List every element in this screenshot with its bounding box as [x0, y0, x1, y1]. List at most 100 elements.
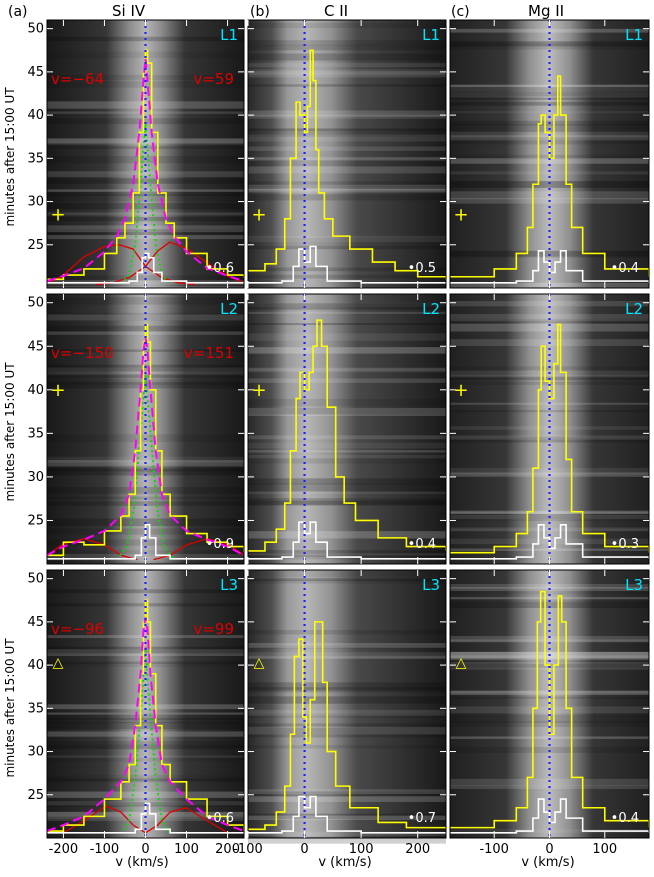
velocity-right: v=59	[193, 70, 234, 88]
texture-streak	[248, 498, 446, 505]
x-tick-label: -200	[49, 842, 79, 857]
texture-streak	[450, 584, 649, 589]
texture-streak	[248, 134, 446, 142]
texture-streak	[248, 44, 446, 51]
texture-streak	[47, 663, 244, 668]
texture-streak	[248, 815, 446, 820]
texture-streak	[450, 639, 649, 643]
x-tick-label: -100	[90, 842, 120, 857]
texture-streak	[47, 791, 244, 798]
triangle-marker: △	[53, 655, 64, 671]
velocity-left: v=−96	[51, 620, 104, 638]
texture-streak	[47, 81, 244, 88]
texture-streak	[450, 374, 649, 378]
texture-streak	[248, 40, 446, 46]
plus-marker: +	[50, 380, 65, 401]
texture-streak	[248, 267, 446, 272]
texture-streak	[47, 364, 244, 372]
texture-streak	[248, 553, 446, 556]
texture-streak	[47, 229, 244, 236]
texture-streak	[47, 74, 244, 80]
velocity-right: v=99	[193, 620, 234, 638]
texture-streak	[47, 712, 244, 715]
texture-streak	[248, 22, 446, 29]
texture-streak	[450, 28, 649, 33]
y-tick-label: 50	[27, 22, 44, 37]
texture-streak	[248, 550, 446, 557]
y-tick-label: 30	[27, 470, 44, 485]
line-profile	[450, 323, 650, 554]
texture-streak	[248, 407, 446, 416]
texture-streak	[450, 180, 649, 188]
y-tick-label: 25	[27, 513, 44, 528]
y-tick-label: 35	[27, 701, 44, 716]
texture-streak	[248, 166, 446, 174]
panel-frame	[247, 293, 447, 565]
y-tick-label: 35	[27, 151, 44, 166]
panel-c-l2: L2 •0.3 +	[449, 293, 650, 565]
texture-streak	[248, 235, 446, 243]
texture-streak	[248, 531, 446, 539]
texture-streak	[47, 178, 244, 184]
texture-streak	[47, 456, 244, 463]
texture-streak	[248, 378, 446, 383]
texture-streak	[248, 184, 446, 191]
texture-streak	[248, 146, 446, 151]
x-tick-label: 0	[141, 842, 149, 857]
x-tick-label: 200	[405, 842, 430, 857]
texture-streak	[450, 92, 649, 98]
texture-streak	[47, 171, 244, 178]
plus-marker: +	[251, 380, 266, 401]
texture-streak	[248, 723, 446, 727]
texture-streak	[248, 160, 446, 167]
x-tick-label: 0	[300, 842, 308, 857]
spectrogram-band	[248, 294, 446, 564]
panel-b-l1: L1 •0.5 +	[247, 19, 447, 289]
texture-streak	[248, 237, 446, 245]
panel-titles: (a) Si IV (b) C II (c) Mg II	[8, 2, 564, 20]
texture-streak	[248, 274, 446, 279]
reference-profile	[450, 524, 650, 560]
y-tick-label: 50	[27, 572, 44, 587]
panel-frame	[247, 569, 447, 839]
texture-streak	[450, 601, 649, 609]
panel-ion-b: C II	[324, 2, 348, 20]
texture-streak	[248, 789, 446, 795]
texture-streak	[450, 323, 649, 332]
scale-factor: •0.6	[206, 811, 234, 826]
x-tick-label: 0	[545, 842, 553, 857]
texture-streak	[47, 312, 244, 321]
line-profile	[248, 319, 447, 552]
texture-streak	[248, 734, 446, 738]
scale-factor: •0.5	[408, 261, 436, 276]
total-fit	[46, 617, 245, 833]
texture-streak	[248, 302, 446, 307]
texture-streak	[248, 194, 446, 201]
panel-b-l3: -100 0 100 200 L3 •0.7 △	[233, 569, 447, 857]
panel-b-l2: L2 •0.4 +	[247, 293, 447, 565]
texture-streak	[248, 323, 446, 326]
spectrogram-band	[450, 294, 649, 564]
velocity-left: v=−150	[51, 344, 114, 362]
texture-streak	[450, 171, 649, 175]
velocity-right: v=151	[184, 344, 234, 362]
texture-streak	[450, 158, 649, 164]
reference-profile	[248, 521, 446, 560]
texture-streak	[248, 398, 446, 407]
texture-streak	[248, 369, 446, 373]
y-tick-label: 40	[27, 658, 44, 673]
texture-streak	[248, 655, 446, 659]
spectrogram-texture	[248, 22, 446, 279]
texture-streak	[47, 589, 244, 594]
row-label: L1	[220, 26, 238, 44]
scale-factor: •0.6	[206, 261, 234, 276]
reference-profile	[47, 802, 244, 834]
y-tick-label: 40	[27, 108, 44, 123]
texture-streak	[248, 442, 446, 449]
texture-streak	[47, 349, 244, 352]
texture-streak	[248, 570, 446, 577]
panel-ion-a: Si IV	[112, 2, 146, 20]
texture-streak	[248, 578, 446, 582]
texture-streak	[248, 458, 446, 464]
texture-streak	[248, 813, 446, 819]
